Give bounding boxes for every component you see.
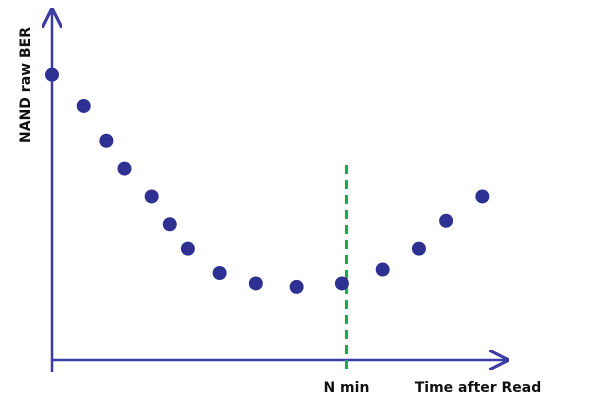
point xyxy=(375,262,390,277)
point xyxy=(180,241,195,256)
point xyxy=(475,189,490,204)
y-axis-label: NAND raw BER xyxy=(18,27,34,143)
x-axis-label: Time after Read xyxy=(415,380,542,396)
point xyxy=(117,161,132,176)
point xyxy=(289,279,304,294)
point xyxy=(76,98,91,113)
point xyxy=(162,217,177,232)
point xyxy=(334,276,349,291)
point xyxy=(45,67,59,82)
point xyxy=(99,133,114,148)
point xyxy=(144,189,159,204)
point xyxy=(411,241,426,256)
annotation-label: N min xyxy=(323,380,369,396)
point xyxy=(439,213,454,228)
point xyxy=(248,276,263,291)
point xyxy=(212,266,227,280)
